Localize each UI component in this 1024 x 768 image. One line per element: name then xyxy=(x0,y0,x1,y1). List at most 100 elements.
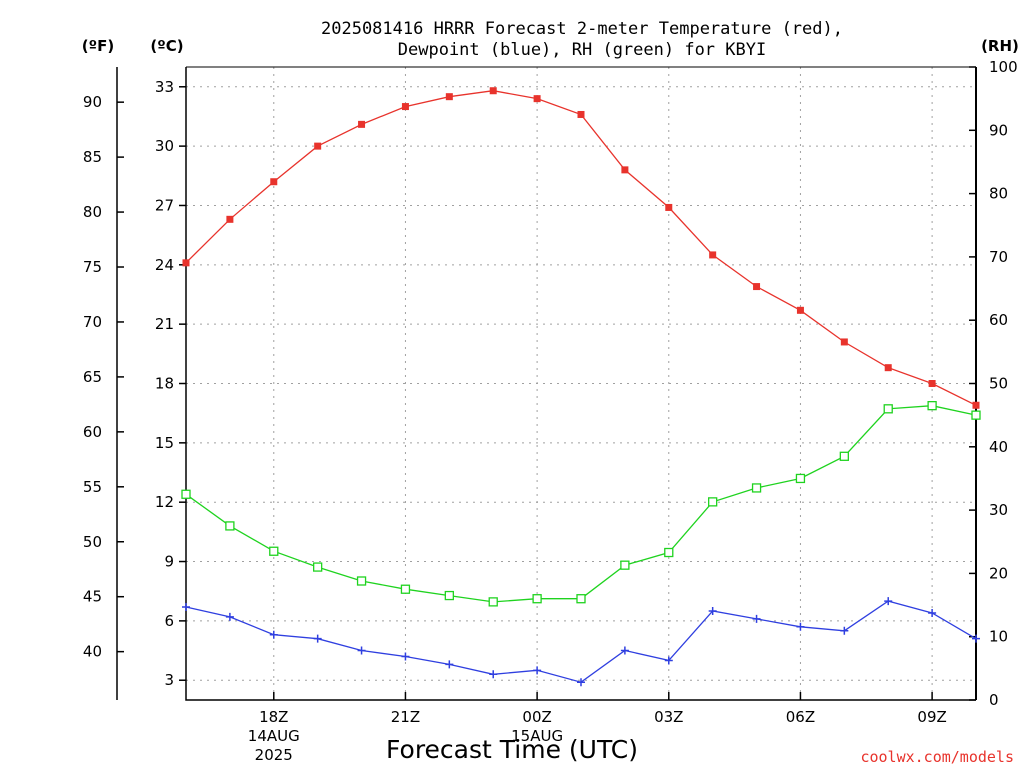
temperature-point xyxy=(226,215,234,223)
dewpoint-line xyxy=(185,600,977,683)
x-axis-label: Forecast Time (UTC) xyxy=(386,735,638,764)
rh-tick-label: 0 xyxy=(989,691,999,709)
rh-point xyxy=(313,562,323,572)
x-tick-label: 15AUG xyxy=(511,727,563,745)
dewpoint-point xyxy=(489,670,498,679)
temperature-point xyxy=(270,178,278,186)
tick-labels: 3 6 9 12 15 18 21 24 27 30 33 40 45 50 55 60 65 70 75 80 85 9… xyxy=(83,58,1018,764)
temperature-point xyxy=(314,142,322,150)
dewpoint-point xyxy=(577,678,585,687)
credit-label: coolwx.com/models xyxy=(860,748,1014,766)
temperature-point xyxy=(489,87,497,95)
dewpoint-point xyxy=(752,614,761,623)
temperature-point xyxy=(621,166,629,174)
temperature-point xyxy=(401,103,409,111)
dewpoint-point xyxy=(664,656,673,665)
rh-point xyxy=(620,560,630,570)
temperature-point xyxy=(577,110,585,118)
celsius-tick-label: 18 xyxy=(155,375,174,393)
dewpoint-point xyxy=(182,603,190,612)
x-tick-label: 03Z xyxy=(654,708,683,726)
chart-title-line-2: Dewpoint (blue), RH (green) for KBYI xyxy=(398,40,766,60)
fahrenheit-tick-label: 75 xyxy=(83,258,102,276)
temperature-line xyxy=(185,90,977,406)
rh-point xyxy=(971,410,981,420)
rh-tick-label: 50 xyxy=(989,375,1008,393)
rh-point xyxy=(708,497,718,507)
temperature-point xyxy=(533,95,541,103)
fahrenheit-tick-label: 55 xyxy=(83,478,102,496)
rh-tick-label: 100 xyxy=(989,58,1018,76)
rh-point xyxy=(400,584,411,594)
celsius-tick-label: 27 xyxy=(155,196,174,214)
x-tick-label: 00Z xyxy=(522,708,551,726)
rh-unit-label: (RH) xyxy=(981,37,1019,55)
dewpoint-point xyxy=(972,634,980,643)
dewpoint-point xyxy=(884,597,893,606)
rh-tick-label: 60 xyxy=(989,311,1008,329)
celsius-tick-label: 9 xyxy=(164,553,174,571)
rh-tick-label: 90 xyxy=(989,121,1008,139)
x-tick-label: 18Z xyxy=(259,708,288,726)
chart-title-line-1: 2025081416 HRRR Forecast 2-meter Tempera… xyxy=(321,19,843,39)
celsius-tick-label: 12 xyxy=(155,493,174,511)
dewpoint-point xyxy=(533,666,542,675)
fahrenheit-tick-label: 40 xyxy=(83,643,102,661)
rh-line xyxy=(185,405,977,603)
temperature-point xyxy=(753,283,761,291)
temperature-point xyxy=(796,306,804,314)
rh-tick-label: 40 xyxy=(989,438,1008,456)
rh-point xyxy=(576,594,586,604)
fahrenheit-tick-label: 85 xyxy=(83,148,102,166)
dewpoint-point xyxy=(928,608,937,617)
fahrenheit-tick-label: 60 xyxy=(83,423,102,441)
fahrenheit-tick-label: 50 xyxy=(83,533,102,551)
series-temperature xyxy=(182,87,980,409)
temperature-point xyxy=(972,401,980,409)
celsius-tick-label: 15 xyxy=(155,434,174,452)
rh-point xyxy=(751,483,762,493)
fahrenheit-tick-label: 70 xyxy=(83,313,102,331)
x-tick-label: 2025 xyxy=(255,746,293,764)
celsius-tick-label: 6 xyxy=(164,612,174,630)
rh-point xyxy=(356,576,367,586)
dewpoint-point xyxy=(620,646,629,655)
dewpoint-point xyxy=(796,622,805,631)
dewpoint-point xyxy=(401,652,410,661)
gridlines xyxy=(186,67,976,700)
celsius-tick-label: 33 xyxy=(155,78,174,96)
fahrenheit-tick-label: 90 xyxy=(83,93,102,111)
temperature-point xyxy=(182,259,190,267)
temperature-point xyxy=(665,203,673,211)
dewpoint-point xyxy=(269,630,278,639)
dewpoint-point xyxy=(840,626,849,635)
series-dewpoint xyxy=(182,597,980,687)
celsius-tick-label: 30 xyxy=(155,137,174,155)
fahrenheit-tick-label: 65 xyxy=(83,368,102,386)
rh-point xyxy=(795,473,806,484)
celsius-tick-label: 24 xyxy=(155,256,174,274)
temperature-point xyxy=(840,338,848,346)
temperature-point xyxy=(445,93,453,101)
rh-point xyxy=(488,597,498,607)
x-tick-label: 21Z xyxy=(391,708,420,726)
rh-point xyxy=(883,404,893,414)
plot-left-bottom-frame xyxy=(185,67,976,701)
axes xyxy=(116,66,977,701)
x-tick-label: 14AUG xyxy=(248,727,300,745)
rh-point xyxy=(269,546,279,556)
dewpoint-point xyxy=(445,660,454,669)
celsius-tick-label: 3 xyxy=(164,671,174,689)
rh-tick-label: 30 xyxy=(989,501,1008,519)
temperature-point xyxy=(928,380,936,387)
rh-point xyxy=(181,489,191,499)
dewpoint-point xyxy=(357,646,366,655)
temperature-point xyxy=(358,120,366,128)
rh-tick-label: 70 xyxy=(989,248,1008,266)
dewpoint-point xyxy=(708,606,717,615)
fahrenheit-unit-label: (ºF) xyxy=(82,37,114,55)
rh-tick-label: 80 xyxy=(989,185,1008,203)
celsius-unit-label: (ºC) xyxy=(150,37,183,55)
rh-point xyxy=(927,401,937,411)
